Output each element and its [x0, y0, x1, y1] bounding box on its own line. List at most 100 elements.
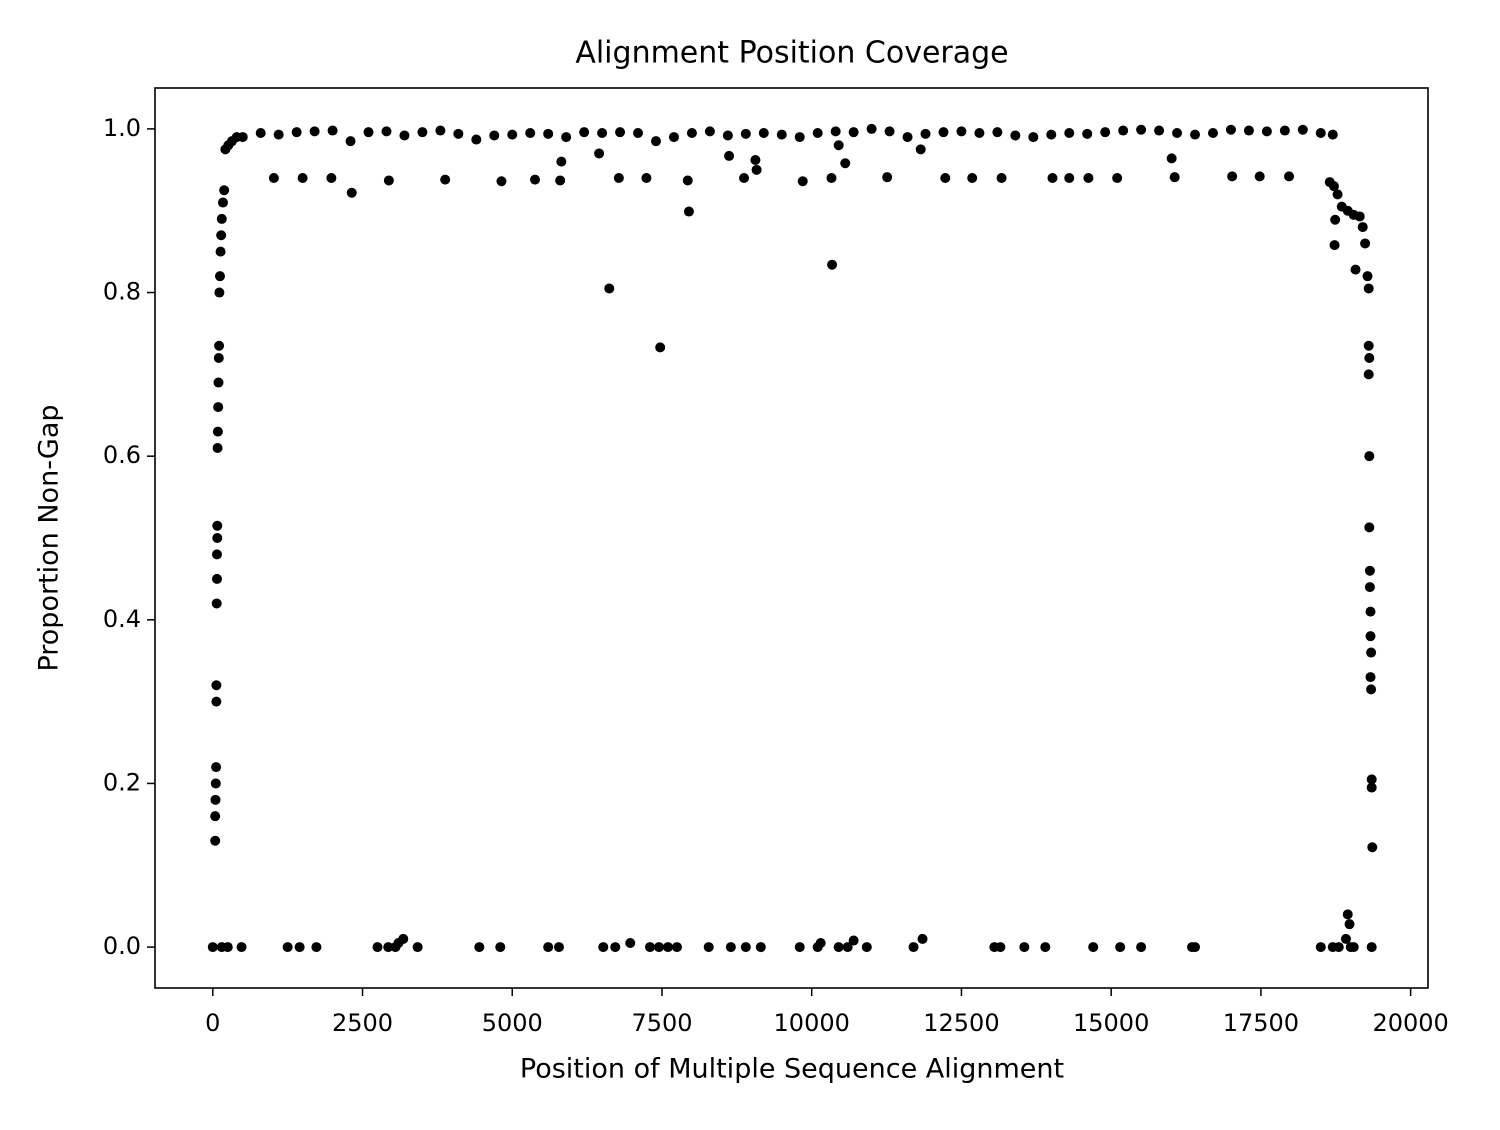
point — [671, 942, 682, 953]
point — [1047, 173, 1058, 183]
point — [1366, 684, 1377, 695]
point — [967, 173, 978, 183]
point — [1354, 211, 1365, 222]
point — [219, 185, 230, 196]
point — [326, 173, 337, 183]
x-tick-label: 10000 — [774, 1009, 850, 1037]
point — [268, 173, 279, 183]
point — [794, 132, 805, 143]
point — [453, 128, 464, 139]
point — [848, 127, 859, 138]
point — [525, 128, 536, 138]
point — [1342, 909, 1353, 920]
point — [474, 942, 485, 953]
point — [1366, 774, 1377, 785]
point — [1064, 173, 1075, 183]
point — [1357, 222, 1368, 233]
y-tick-label: 0.0 — [103, 932, 141, 960]
point — [755, 942, 766, 953]
point — [794, 942, 805, 953]
point — [543, 942, 554, 953]
point — [213, 377, 224, 388]
point — [797, 176, 808, 187]
point — [833, 140, 844, 151]
point — [917, 933, 928, 944]
point — [1365, 672, 1376, 683]
point — [212, 520, 223, 531]
point — [1046, 129, 1057, 140]
point — [826, 173, 837, 183]
point — [686, 128, 697, 138]
point — [645, 942, 656, 953]
point — [236, 942, 247, 953]
point — [543, 128, 554, 139]
point — [211, 573, 222, 584]
point — [861, 942, 872, 953]
point — [815, 938, 826, 948]
point — [553, 942, 564, 953]
point — [398, 933, 409, 944]
point — [399, 130, 410, 141]
point — [650, 136, 661, 147]
point — [1083, 173, 1094, 183]
plot-frame — [154, 87, 1429, 989]
point — [996, 173, 1007, 183]
y-tick-label: 1.0 — [103, 114, 141, 142]
point — [1332, 189, 1343, 200]
point — [237, 132, 248, 143]
x-tick-label: 7500 — [631, 1009, 692, 1037]
point — [214, 340, 225, 351]
point — [1329, 240, 1340, 251]
point — [435, 125, 446, 136]
point — [1363, 369, 1374, 380]
point — [1315, 128, 1326, 138]
point — [842, 942, 853, 953]
point — [1344, 919, 1355, 930]
point — [282, 942, 293, 953]
point — [294, 942, 305, 953]
point — [579, 127, 590, 138]
point — [776, 129, 787, 140]
point — [372, 942, 383, 953]
point — [213, 402, 224, 413]
point — [1136, 124, 1147, 135]
point — [255, 128, 266, 138]
point — [555, 175, 566, 186]
point — [1350, 264, 1361, 275]
point — [594, 148, 605, 159]
point — [995, 942, 1006, 953]
point — [920, 128, 931, 139]
point — [211, 680, 222, 691]
point — [212, 443, 223, 453]
point — [212, 533, 223, 543]
point — [383, 942, 394, 953]
point — [884, 126, 895, 137]
point — [812, 128, 823, 138]
point — [848, 935, 859, 946]
point — [938, 127, 949, 138]
point — [211, 696, 222, 707]
point — [1082, 128, 1093, 139]
point — [1172, 128, 1183, 138]
point — [1364, 565, 1375, 576]
point — [363, 127, 374, 138]
point — [211, 762, 222, 773]
point — [653, 942, 664, 953]
point — [561, 132, 572, 143]
point — [1279, 125, 1290, 136]
point — [417, 127, 428, 138]
point — [346, 187, 357, 198]
x-tick-label: 5000 — [482, 1009, 543, 1037]
point — [1115, 942, 1126, 953]
point — [1136, 942, 1147, 953]
x-tick-label: 2500 — [332, 1009, 393, 1037]
point — [1364, 451, 1375, 462]
point — [1364, 582, 1375, 593]
point — [212, 426, 223, 437]
point — [724, 150, 735, 161]
x-tick-label: 17500 — [1223, 1009, 1299, 1037]
point — [840, 158, 851, 169]
point — [309, 126, 320, 137]
point — [210, 778, 221, 789]
